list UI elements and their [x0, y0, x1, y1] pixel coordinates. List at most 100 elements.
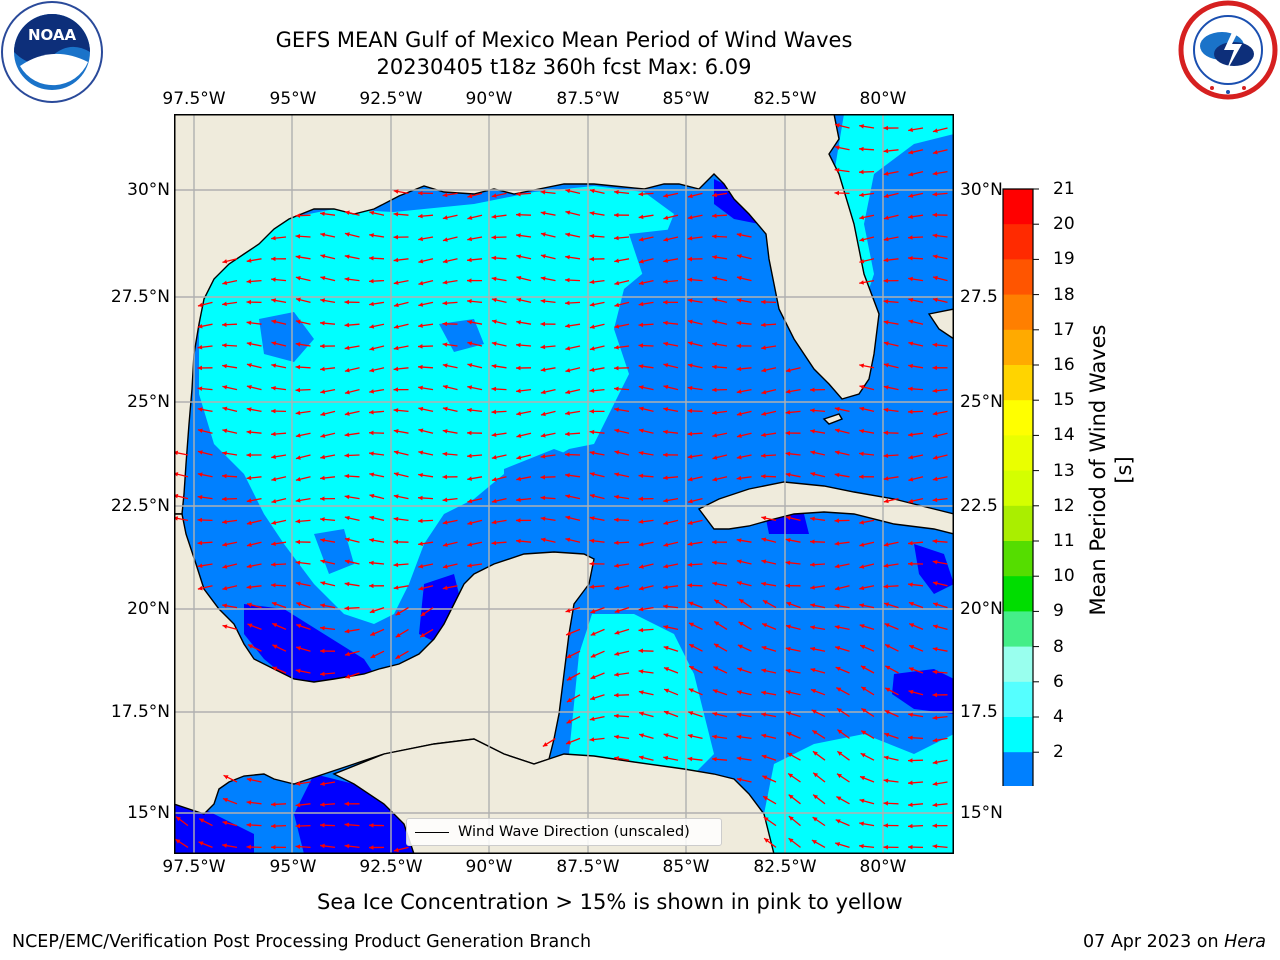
wind-wave-arrowhead: [736, 734, 742, 740]
chart-subtitle: 20230405 t18z 360h fcst Max: 6.09: [376, 55, 752, 79]
wind-wave-arrowhead: [589, 584, 595, 589]
wind-wave-arrowhead: [638, 648, 644, 654]
wind-wave-arrowhead: [812, 817, 818, 822]
wind-wave-arrowhead: [932, 715, 938, 720]
wind-wave-arrowhead: [418, 236, 424, 242]
wind-wave-arrowhead: [712, 477, 718, 482]
wind-wave-arrowhead: [295, 844, 301, 849]
wind-wave-arrowhead: [344, 453, 350, 458]
wind-wave-arrowhead: [369, 538, 375, 543]
wind-wave-arrowhead: [565, 368, 571, 373]
wind-wave-arrowhead: [736, 254, 742, 259]
wind-wave-arrowhead: [614, 450, 620, 455]
wind-wave-arrowhead: [614, 517, 619, 523]
wind-wave-arrowhead: [638, 473, 644, 479]
wind-wave-arrowhead: [296, 602, 302, 607]
wind-wave-arrowhead: [222, 406, 228, 412]
wind-wave-arrowhead: [222, 519, 227, 525]
colorbar-tick-label: 10: [1053, 566, 1075, 587]
wind-wave-arrowhead: [246, 258, 252, 263]
wind-wave-arrowhead: [932, 823, 937, 828]
wind-wave-arrowhead: [272, 666, 278, 671]
wind-wave-arrowhead: [884, 732, 890, 738]
wind-wave-arrowhead: [418, 518, 423, 524]
wind-wave-arrowhead: [344, 389, 350, 395]
wind-wave-arrowhead: [908, 149, 914, 155]
wave-period-region-under-2s: [892, 669, 954, 714]
wind-wave-arrowhead: [369, 210, 375, 216]
wind-wave-arrowhead: [884, 623, 890, 628]
wind-wave-arrowhead: [246, 279, 252, 284]
wind-wave-arrowhead: [785, 560, 791, 566]
wind-wave-arrowhead: [932, 802, 938, 808]
colorbar-tick-label: 14: [1053, 425, 1075, 446]
wind-wave-arrowhead: [663, 237, 669, 242]
wind-wave-arrowhead: [663, 498, 669, 503]
wind-wave-arrowhead: [393, 212, 399, 217]
wind-wave-arrowhead: [663, 563, 669, 569]
wave-period-region-under-2s: [294, 774, 414, 854]
wind-wave-arrowhead: [467, 319, 473, 325]
wind-wave-arrowhead: [222, 542, 228, 547]
colorbar-tick-label: 11: [1053, 531, 1075, 551]
wind-wave-arrowhead: [737, 644, 743, 649]
wind-wave-arrowhead: [271, 341, 277, 346]
wind-wave-arrowhead: [883, 385, 889, 390]
wind-wave-arrowhead: [663, 667, 669, 672]
wind-wave-arrowhead: [369, 255, 374, 261]
wind-wave-arrowhead: [638, 214, 644, 220]
wind-wave-arrowhead: [932, 476, 938, 482]
wind-wave-arrowhead: [565, 277, 570, 283]
wind-wave-arrowhead: [393, 387, 398, 392]
wind-wave-arrowhead: [369, 278, 374, 284]
wind-wave-arrowhead: [418, 495, 423, 501]
wind-wave-arrowhead: [295, 823, 301, 829]
wind-wave-arrowhead: [663, 193, 669, 198]
wind-wave-arrowhead: [222, 586, 228, 591]
wind-wave-arrowhead: [859, 384, 865, 390]
wind-wave-arrowhead: [761, 668, 767, 673]
wind-wave-arrowhead: [589, 279, 595, 285]
wind-wave-arrowhead: [663, 645, 669, 651]
wind-wave-arrowhead: [712, 276, 718, 281]
wind-wave-arrowhead: [810, 387, 815, 393]
wind-wave-arrowhead: [369, 451, 374, 456]
wind-wave-arrowhead: [908, 540, 913, 546]
wind-wave-arrowhead: [614, 651, 620, 656]
wind-wave-arrowhead: [320, 275, 326, 281]
wind-wave-arrowhead: [467, 453, 472, 459]
wind-wave-arrowhead: [932, 342, 938, 348]
wind-wave-arrowhead: [638, 385, 644, 390]
wind-wave-arrowhead: [442, 451, 448, 457]
wind-wave-arrowhead: [932, 388, 938, 393]
wind-wave-arrowhead: [589, 538, 595, 544]
wind-wave-arrowhead: [418, 564, 424, 569]
wind-wave-arrowhead: [736, 411, 742, 417]
wind-wave-arrowhead: [712, 757, 717, 762]
lon-label-top: 92.5°W: [359, 89, 423, 109]
wind-wave-arrowhead: [908, 276, 913, 282]
nws-logo: [1178, 0, 1278, 100]
wind-wave-arrowhead: [812, 751, 818, 756]
wind-wave-arrowhead: [467, 257, 472, 263]
wind-wave-arrowhead: [246, 584, 252, 590]
wind-wave-arrowhead: [566, 676, 572, 681]
wind-wave-arrowhead: [908, 498, 914, 504]
wind-wave-arrowhead: [761, 322, 766, 328]
wind-wave-arrowhead: [908, 735, 913, 741]
wind-wave-arrowhead: [761, 411, 767, 416]
wind-wave-arrowhead: [197, 302, 203, 308]
wind-wave-arrowhead: [883, 584, 889, 589]
chart-title: GEFS MEAN Gulf of Mexico Mean Period of …: [275, 28, 853, 52]
wind-wave-arrowhead: [589, 324, 595, 329]
wind-wave-arrowhead: [736, 320, 742, 326]
wind-wave-arrowhead: [908, 127, 913, 133]
wind-wave-arrowhead: [785, 537, 791, 543]
wind-wave-arrowhead: [933, 602, 939, 607]
lat-label-right: 15°N: [960, 803, 1003, 823]
footer-date: 07 Apr 2023 on Hera: [1083, 932, 1266, 952]
wind-wave-arrowhead: [932, 191, 938, 197]
wind-wave-arrowhead: [467, 407, 472, 413]
wind-wave-arrowhead: [467, 563, 472, 568]
wind-wave-arrowhead: [222, 603, 228, 608]
